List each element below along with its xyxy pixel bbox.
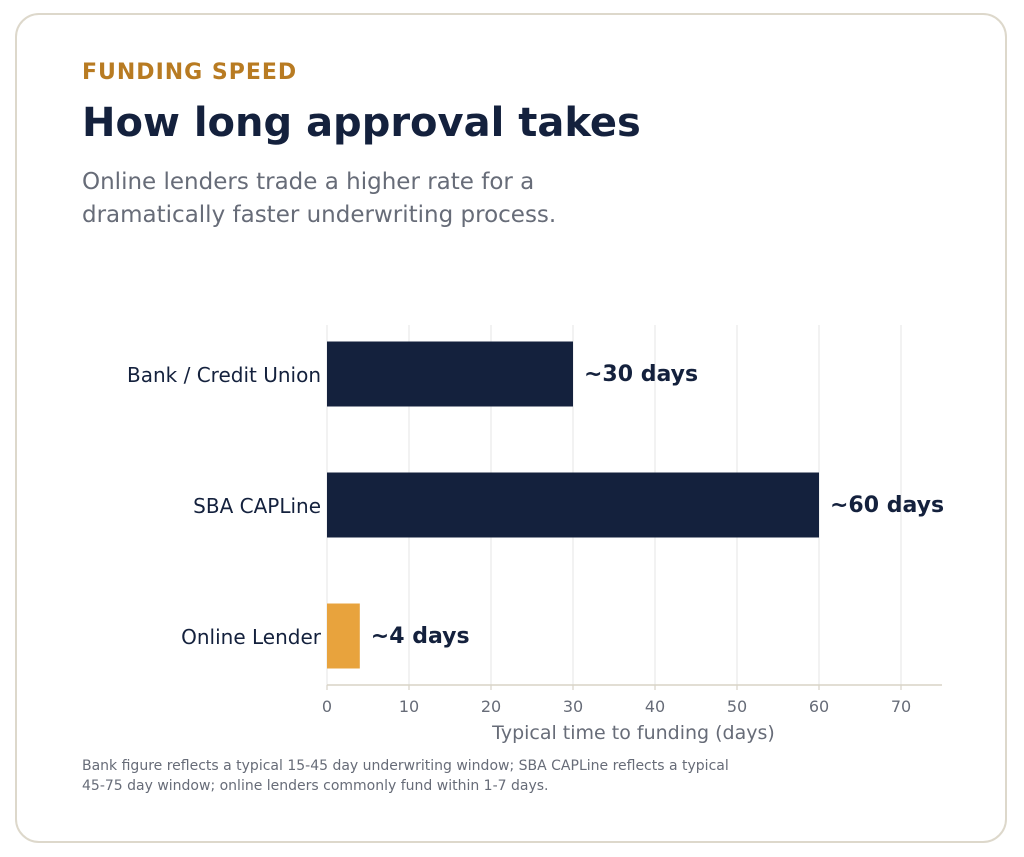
x-tick-label: 50 (727, 697, 747, 716)
chart-card (15, 13, 1007, 843)
data-label: ~30 days (584, 362, 698, 387)
x-axis-title: Typical time to funding (days) (491, 722, 775, 744)
x-tick-label: 10 (399, 697, 419, 716)
x-axis: 0 10 20 30 40 50 60 70 Typical time to funding (… (322, 684, 942, 744)
footnote: Bank figure reflects a typical 15-45 day… (82, 758, 729, 794)
bars (327, 341, 819, 669)
eyebrow-label: FUNDING SPEED (82, 60, 298, 85)
chart-title: How long approval takes (82, 100, 641, 146)
bar-bank-credit-union (327, 341, 573, 407)
x-tick-label: 40 (645, 697, 665, 716)
category-label: Bank / Credit Union (127, 363, 321, 387)
x-tick-label: 70 (891, 697, 911, 716)
data-label: ~4 days (371, 624, 470, 649)
bar-online-lender (327, 603, 360, 669)
data-label: ~60 days (830, 493, 944, 518)
category-label: Online Lender (181, 625, 322, 649)
x-tick-label: 0 (322, 697, 332, 716)
x-tick-label: 20 (481, 697, 501, 716)
x-tick-label: 30 (563, 697, 583, 716)
chart-subtitle: Online lenders trade a higher rate for a… (82, 169, 557, 228)
bar-sba-capline (327, 472, 819, 538)
category-label: SBA CAPLine (193, 494, 321, 518)
labels: Bank / Credit Union ~30 days SBA CAPLine ~6… (127, 362, 944, 649)
x-tick-label: 60 (809, 697, 829, 716)
